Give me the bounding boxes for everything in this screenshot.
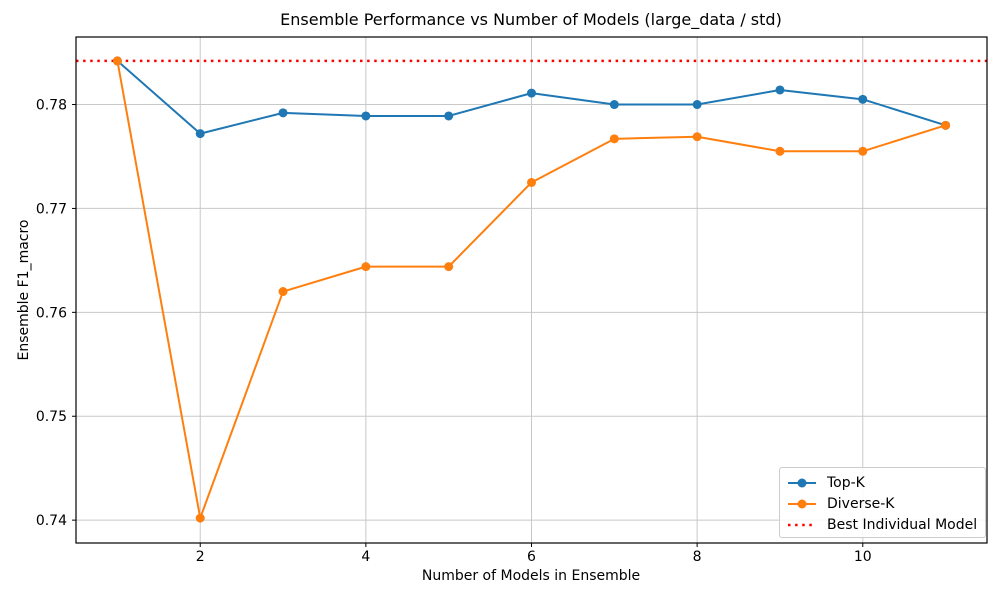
x-tick-label: 10 xyxy=(854,549,872,565)
x-axis-label: Number of Models in Ensemble xyxy=(422,568,640,584)
data-point-marker xyxy=(527,88,536,98)
data-point-marker xyxy=(195,129,205,139)
grid-layer xyxy=(76,37,987,543)
diverse-k-line-sample-icon xyxy=(788,499,816,508)
x-tick-label: 8 xyxy=(693,549,702,565)
data-point-marker xyxy=(775,146,785,156)
legend-label-best-individual-model: Best Individual Model xyxy=(827,516,978,533)
data-point-marker xyxy=(609,134,619,144)
data-point-marker xyxy=(692,100,702,110)
data-point-marker xyxy=(858,146,868,156)
data-point-marker xyxy=(278,287,288,297)
data-point-marker xyxy=(527,177,536,187)
x-tick-label: 6 xyxy=(527,549,536,565)
y-tick-label: 0.77 xyxy=(36,201,67,217)
top-k-line-sample-icon xyxy=(788,478,816,487)
legend-label-top-k: Top-K xyxy=(827,474,865,491)
data-point-marker xyxy=(112,56,122,66)
legend-item-diverse-k: Diverse-K xyxy=(787,493,985,514)
data-point-marker xyxy=(444,111,454,121)
x-tick-label: 4 xyxy=(361,549,370,565)
data-point-marker xyxy=(775,85,785,95)
data-point-marker xyxy=(278,108,288,118)
legend-item-best-individual-model: Best Individual Model xyxy=(787,514,985,535)
data-point-marker xyxy=(692,132,702,142)
data-point-marker xyxy=(858,94,868,104)
chart-title: Ensemble Performance vs Number of Models… xyxy=(280,10,782,30)
best-individual-model-line-sample-icon xyxy=(788,523,816,526)
y-tick-label: 0.74 xyxy=(36,513,67,529)
legend-item-top-k: Top-K xyxy=(787,472,985,493)
x-tick-label: 2 xyxy=(196,549,205,565)
data-point-marker xyxy=(195,513,205,523)
y-axis-label: Ensemble F1_macro xyxy=(16,220,32,361)
series-layer xyxy=(76,56,987,523)
tick-layer: 2 4 6 8 10 0.74 0.75 0.76 0.77 0.78 xyxy=(36,98,872,565)
y-tick-label: 0.76 xyxy=(36,305,67,321)
y-tick-label: 0.75 xyxy=(36,409,67,425)
data-point-marker xyxy=(361,111,371,121)
data-point-marker xyxy=(444,262,454,272)
chart-legend: Top-K Diverse-K Best Individual Model xyxy=(779,467,986,538)
data-point-marker xyxy=(609,100,619,110)
y-tick-label: 0.78 xyxy=(36,98,67,114)
data-point-marker xyxy=(941,120,951,130)
data-point-marker xyxy=(361,262,371,272)
legend-label-diverse-k: Diverse-K xyxy=(827,495,895,512)
